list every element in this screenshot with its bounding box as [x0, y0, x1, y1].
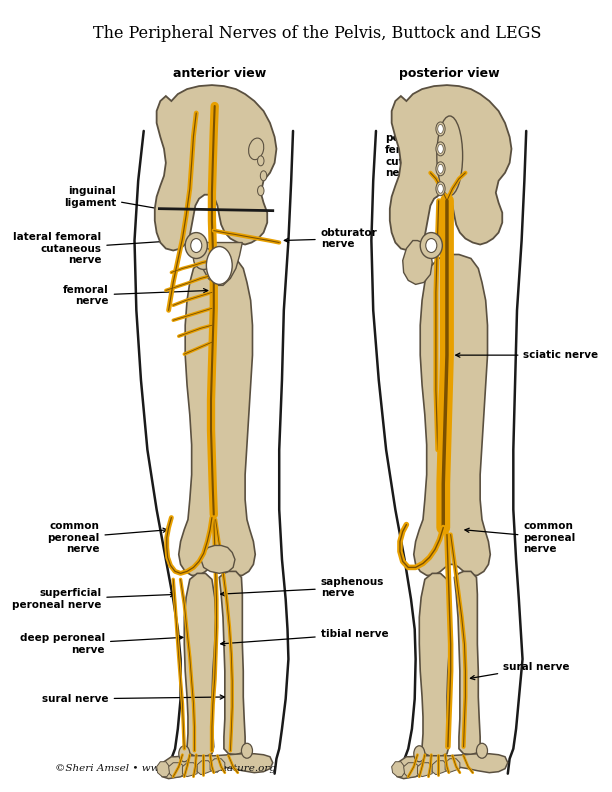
Text: anterior view: anterior view — [173, 67, 266, 80]
Ellipse shape — [258, 156, 264, 166]
Ellipse shape — [193, 248, 214, 269]
Polygon shape — [454, 571, 480, 755]
Polygon shape — [403, 241, 432, 284]
Polygon shape — [404, 763, 419, 778]
Text: deep peroneal
nerve: deep peroneal nerve — [20, 634, 183, 655]
Ellipse shape — [248, 138, 264, 160]
Polygon shape — [210, 759, 225, 773]
Polygon shape — [201, 546, 235, 573]
Ellipse shape — [438, 144, 443, 154]
Text: ©Sheri Amsel • www.exploringnature.org: ©Sheri Amsel • www.exploringnature.org — [55, 764, 276, 773]
Text: posterior
femoral
cutaneous
nerve: posterior femoral cutaneous nerve — [385, 133, 446, 197]
Polygon shape — [160, 754, 273, 779]
Ellipse shape — [241, 743, 253, 758]
Ellipse shape — [438, 185, 443, 193]
Polygon shape — [417, 763, 432, 777]
Polygon shape — [157, 762, 170, 777]
Polygon shape — [179, 254, 255, 575]
Text: saphenous
nerve: saphenous nerve — [221, 577, 384, 598]
Ellipse shape — [179, 746, 190, 762]
Ellipse shape — [438, 124, 443, 133]
Ellipse shape — [206, 246, 232, 284]
Text: sciatic nerve: sciatic nerve — [456, 350, 599, 360]
Polygon shape — [169, 763, 184, 778]
Ellipse shape — [438, 164, 443, 173]
Polygon shape — [432, 761, 447, 775]
Ellipse shape — [426, 238, 437, 253]
Ellipse shape — [437, 116, 463, 196]
Polygon shape — [395, 754, 508, 779]
Text: The Peripheral Nerves of the Pelvis, Buttock and LEGS: The Peripheral Nerves of the Pelvis, But… — [93, 25, 541, 42]
Ellipse shape — [436, 181, 445, 196]
Text: tibial nerve: tibial nerve — [221, 629, 388, 645]
Text: lateral femoral
cutaneous
nerve: lateral femoral cutaneous nerve — [13, 232, 174, 265]
Ellipse shape — [258, 186, 264, 196]
Polygon shape — [390, 85, 512, 250]
Text: femoral
nerve: femoral nerve — [63, 284, 207, 307]
Polygon shape — [197, 761, 212, 775]
Polygon shape — [182, 763, 197, 777]
Polygon shape — [219, 571, 245, 755]
Text: sural nerve: sural nerve — [42, 694, 225, 704]
Ellipse shape — [185, 233, 207, 258]
Text: common
peroneal
nerve: common peroneal nerve — [465, 521, 576, 554]
Text: inguinal
ligament: inguinal ligament — [64, 186, 160, 210]
Polygon shape — [196, 242, 242, 285]
Text: common
peroneal
nerve: common peroneal nerve — [47, 521, 167, 554]
Polygon shape — [184, 573, 215, 756]
Ellipse shape — [477, 743, 488, 758]
Ellipse shape — [260, 171, 267, 181]
Polygon shape — [414, 254, 490, 575]
Polygon shape — [419, 573, 450, 756]
Text: superficial
peroneal nerve: superficial peroneal nerve — [12, 588, 174, 610]
Ellipse shape — [436, 142, 445, 156]
Text: sural nerve: sural nerve — [471, 662, 570, 680]
Polygon shape — [445, 759, 460, 773]
Ellipse shape — [191, 238, 202, 253]
Ellipse shape — [436, 162, 445, 176]
Text: obturator
nerve: obturator nerve — [285, 228, 378, 249]
Polygon shape — [392, 762, 405, 777]
Ellipse shape — [420, 233, 442, 258]
Ellipse shape — [414, 746, 425, 762]
Ellipse shape — [436, 122, 445, 136]
Polygon shape — [155, 85, 277, 250]
Text: posterior view: posterior view — [400, 67, 500, 80]
